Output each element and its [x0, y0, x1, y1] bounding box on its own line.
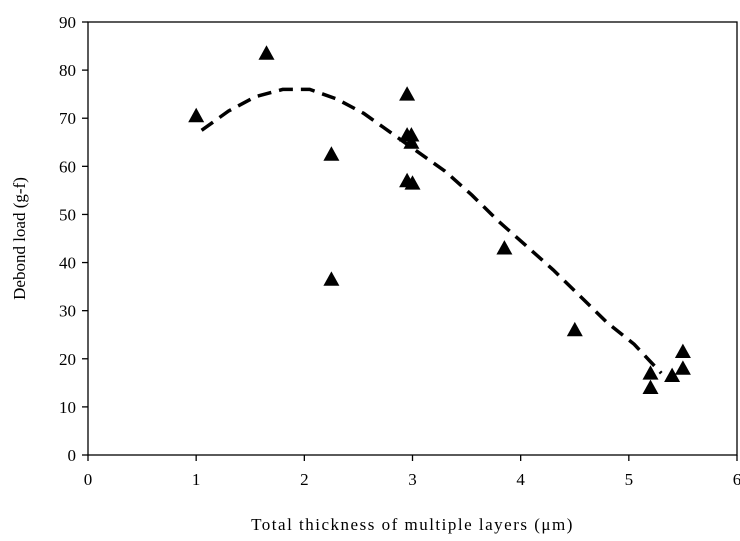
y-axis-title: Debond load (g-f): [10, 177, 29, 300]
data-point: [258, 45, 275, 60]
data-point: [566, 321, 583, 337]
y-tick-label: 30: [59, 302, 76, 321]
x-axis-ticks: 0 1 2 3 4 5 6: [84, 455, 740, 489]
x-tick-label: 6: [733, 470, 740, 489]
trendline: [200, 87, 663, 375]
data-point: [642, 365, 659, 380]
plot-area: [87, 21, 738, 456]
data-point: [323, 271, 340, 286]
data-points: [188, 45, 691, 394]
data-point: [323, 146, 340, 161]
x-tick-label: 4: [516, 470, 525, 489]
data-point: [404, 175, 421, 190]
y-tick-label: 40: [59, 254, 76, 273]
x-tick-label: 1: [192, 470, 201, 489]
data-point: [664, 367, 681, 382]
x-tick-label: 2: [300, 470, 309, 489]
y-tick-label: 60: [59, 157, 76, 176]
y-tick-label: 90: [59, 13, 76, 32]
x-axis-title: Total thickness of multiple layers (μm): [251, 515, 574, 534]
x-tick-label: 3: [408, 470, 417, 489]
y-tick-label: 80: [59, 61, 76, 80]
y-tick-label: 70: [59, 109, 76, 128]
data-point: [674, 343, 691, 358]
x-tick-label: 5: [625, 470, 634, 489]
plot-frame: [87, 21, 738, 456]
y-tick-label: 20: [59, 350, 76, 369]
data-point: [496, 240, 513, 255]
y-tick-label: 10: [59, 398, 76, 417]
y-axis-ticks: 0 10 20 30 40 50 60 70 80 90: [59, 13, 88, 465]
y-tick-label: 50: [59, 205, 76, 224]
data-point: [188, 107, 205, 123]
trendline-layer: [200, 87, 663, 375]
data-point: [403, 134, 420, 149]
x-tick-label: 0: [84, 470, 93, 489]
y-tick-label: 0: [68, 446, 77, 465]
data-point: [642, 379, 659, 394]
data-point: [399, 86, 416, 101]
data-point: [674, 360, 691, 375]
